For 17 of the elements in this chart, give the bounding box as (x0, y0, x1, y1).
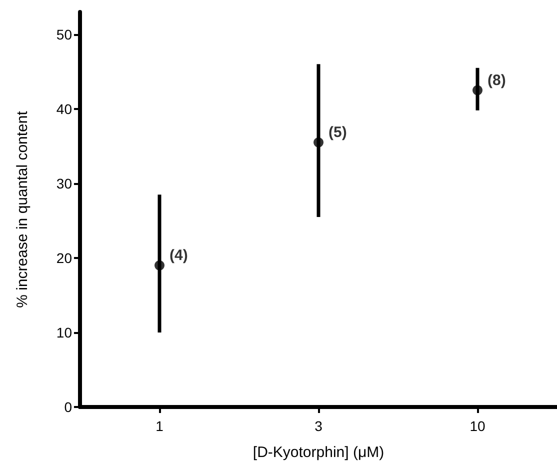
x-tick-label: 3 (314, 418, 323, 434)
y-tick-label: 0 (64, 399, 72, 415)
y-tick-label: 50 (56, 26, 72, 42)
x-tick-label: 1 (156, 418, 164, 434)
point (472, 85, 482, 96)
annotation: (4) (170, 246, 188, 264)
y-tick-label: 40 (56, 100, 72, 117)
x-tick-label: 10 (470, 418, 486, 434)
y-tick-label: 20 (56, 250, 72, 266)
annotation: (8) (488, 72, 506, 89)
annotation: (5) (328, 124, 347, 141)
point (314, 137, 324, 148)
point (154, 260, 164, 270)
x-axis-title: [D-Kyotorphin] (μM) (252, 444, 384, 461)
y-tick-label: 30 (56, 175, 72, 192)
y-axis-title: % increase in quantal content (14, 110, 31, 308)
y-tick-label: 10 (56, 324, 72, 340)
